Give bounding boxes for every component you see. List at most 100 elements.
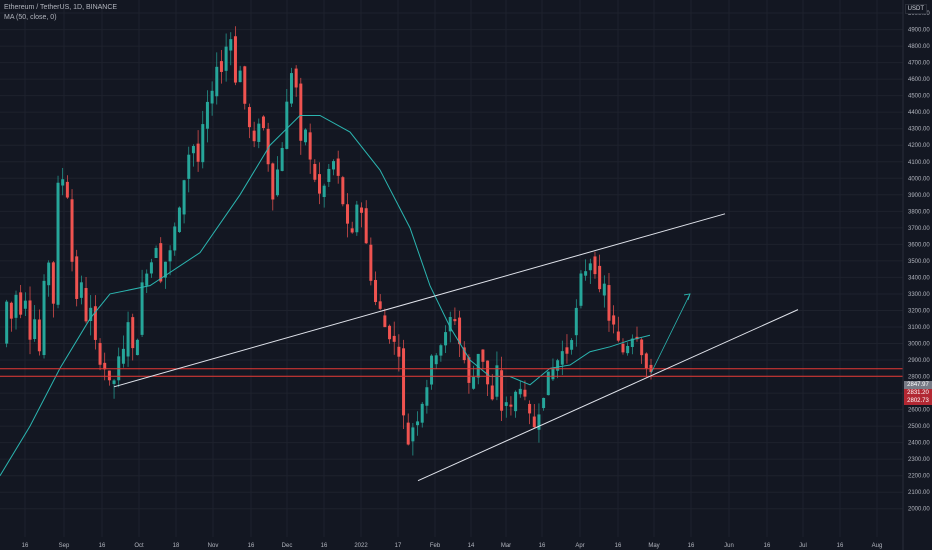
candle-body [187,154,191,179]
candle-body [364,208,368,244]
candle-body [467,357,471,383]
candle-body [392,335,396,342]
candle-body [416,421,420,426]
symbol-title: Ethereum / TetherUS, 1D, BINANCE [4,4,118,11]
candle-body [378,301,382,309]
x-tick-label: 18 [173,543,180,549]
candle-body [574,307,578,336]
x-tick-label: Oct [134,543,144,549]
candle-body [163,261,167,278]
y-tick-label: 4000.00 [908,176,930,182]
candle-body [215,66,219,97]
y-tick-label: 3300.00 [908,292,930,298]
candle-body [196,143,200,162]
y-tick-label: 3600.00 [908,242,930,248]
candle-body [131,317,135,349]
x-tick-label: Aug [872,543,883,549]
candle-body [346,204,350,224]
candle-body [640,339,644,356]
x-tick-label: 16 [321,543,328,549]
price-axis[interactable]: 2000.00 2100.00 2200.00 2300.00 2400.00 2500.… [902,0,930,550]
ma-indicator-label[interactable]: MA (50, close, 0) [4,14,57,21]
y-tick-label: 4100.00 [908,160,930,166]
y-tick-label: 2200.00 [908,474,930,480]
candle-body [453,319,457,322]
trendline-channel [113,213,799,482]
x-tick-label: Mar [501,543,511,549]
x-tick-label: 16 [22,543,29,549]
candle-body [621,343,625,353]
y-tick-label: 4700.00 [908,61,930,67]
candle-body [509,404,513,407]
y-tick-label: 4900.00 [908,28,930,34]
candle-body [177,207,181,233]
candle-body [182,180,186,215]
time-axis[interactable]: 16 Sep 16 Oct 18 Nov 16 Dec 16 2022 17 Feb 14 Mar 16 Ap… [22,543,883,549]
price-tag: 2802.73 [904,397,932,405]
candle-body [121,348,125,364]
candle-body [70,199,74,262]
x-tick-label: May [648,543,659,549]
candle-body [33,319,37,340]
y-tick-label: 4500.00 [908,94,930,100]
y-tick-label: 2000.00 [908,507,930,513]
candle-body [528,403,532,414]
candle-body [84,288,88,322]
y-tick-label: 4200.00 [908,143,930,149]
candle-body [434,355,438,365]
candle-body [458,317,462,345]
y-tick-label: 3100.00 [908,325,930,331]
y-tick-label: 4300.00 [908,127,930,133]
candle-body [247,107,251,128]
y-tick-label: 2100.00 [908,490,930,496]
currency-badge[interactable]: USDT [904,4,927,14]
price-tag: 2847.97 [904,381,932,389]
candle-body [135,339,139,356]
candle-body [350,228,354,233]
candle-body [322,185,326,198]
price-tag: 2831.20 [904,389,932,397]
projection-arrow [650,293,691,374]
candle-body [523,389,527,397]
candle-body [444,332,448,346]
candle-body [299,83,303,141]
candle-body [616,331,620,341]
candle-body [537,414,541,430]
candle-body [565,347,569,354]
y-tick-label: 4800.00 [908,44,930,50]
candle-body [579,273,583,306]
candlestick-series [5,26,653,456]
x-tick-label: Nov [208,543,219,549]
candle-body [238,70,242,83]
y-tick-label: 3000.00 [908,342,930,348]
x-tick-label: Jun [724,543,734,549]
x-tick-label: 16 [539,543,546,549]
y-tick-label: 3500.00 [908,259,930,265]
candle-body [504,402,508,406]
candle-body [598,265,602,290]
y-tick-label: 2500.00 [908,424,930,430]
candle-body [19,292,23,315]
candle-body [140,282,144,335]
x-tick-label: Jul [799,543,807,549]
candle-body [383,315,387,328]
candle-body [47,262,51,286]
candle-body [336,158,340,176]
candle-body [191,146,195,154]
candle-body [607,285,611,321]
candle-body [560,351,564,365]
candle-body [201,124,205,163]
candle-body [224,46,228,71]
x-tick-label: 16 [837,543,844,549]
candle-body [425,387,429,406]
candle-body [355,204,359,233]
candle-body [644,353,648,369]
candle-body [275,169,279,196]
y-tick-label: 3800.00 [908,209,930,215]
candle-body [149,262,153,274]
candle-body [159,243,163,282]
candle-body [388,325,392,340]
candle-body [402,348,406,416]
y-tick-label: 3400.00 [908,275,930,281]
